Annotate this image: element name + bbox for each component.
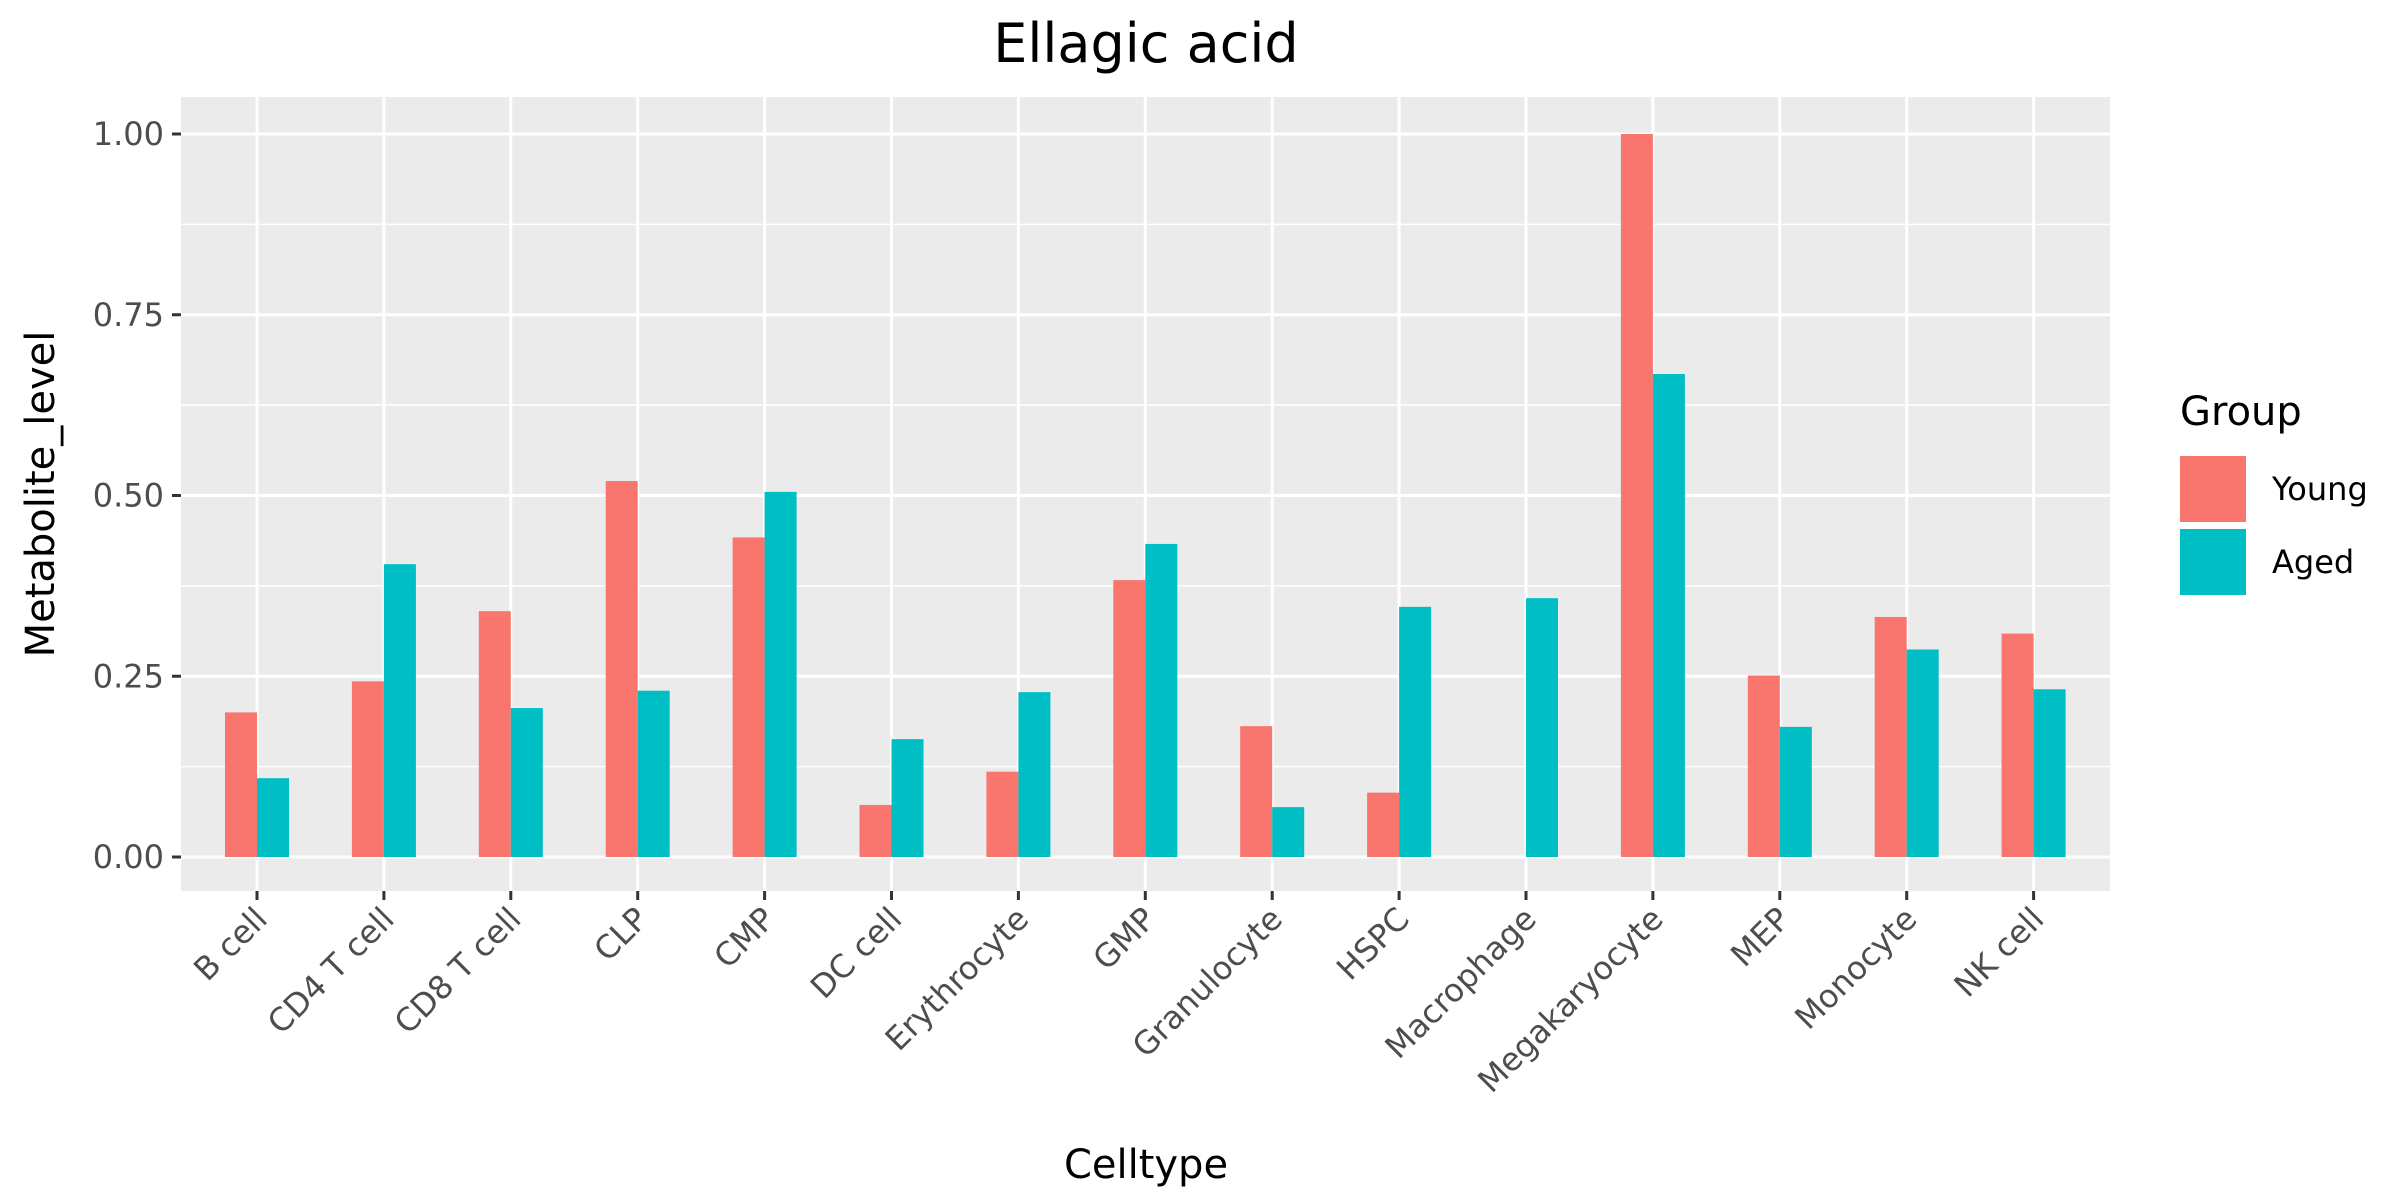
- bar-young: [732, 537, 765, 857]
- bar-young: [859, 804, 892, 857]
- legend-key-young: [2180, 456, 2246, 522]
- x-tick-label: MEP: [1723, 900, 1797, 974]
- legend-title: Group: [2180, 389, 2302, 435]
- bar-aged: [510, 708, 543, 857]
- y-tick-label: 0.50: [93, 477, 164, 515]
- x-tick-label: HSPC: [1329, 900, 1417, 988]
- bar-aged: [1399, 606, 1432, 857]
- bar-aged: [1272, 807, 1305, 857]
- x-tick-label: Monocyte: [1787, 900, 1924, 1037]
- bar-young: [1620, 134, 1653, 857]
- bar-young: [1747, 675, 1780, 857]
- chart-title: Ellagic acid: [993, 12, 1298, 75]
- x-tick-label: GMP: [1085, 900, 1163, 978]
- bar-aged: [1018, 692, 1051, 857]
- bar-aged: [1906, 649, 1939, 857]
- y-tick-label: 0.75: [93, 296, 164, 334]
- bar-young: [2001, 633, 2034, 857]
- x-tick-label: B cell: [186, 900, 275, 989]
- bar-young: [351, 681, 384, 857]
- y-tick-label: 0.00: [93, 838, 164, 876]
- bar-young: [478, 611, 511, 857]
- bar-young: [1113, 580, 1146, 857]
- x-axis-title: Celltype: [1064, 1142, 1228, 1188]
- bar-aged: [2033, 689, 2066, 857]
- bar-aged: [1779, 726, 1812, 857]
- bar-young: [986, 771, 1019, 857]
- y-tick-label: 1.00: [93, 115, 164, 153]
- y-axis-title: Metabolite_level: [18, 331, 64, 658]
- bar-aged: [383, 564, 416, 857]
- bar-young: [1874, 616, 1907, 857]
- bars: [225, 134, 2066, 857]
- y-axis: 0.00 0.25 0.50 0.75 1.00: [93, 115, 181, 876]
- bar-young: [225, 712, 257, 857]
- bar-aged: [1652, 374, 1685, 857]
- x-tick-label: DC cell: [803, 900, 909, 1006]
- bar-young: [1240, 726, 1273, 857]
- x-tick-label: CD8 T cell: [387, 900, 529, 1042]
- legend-label-aged: Aged: [2272, 543, 2354, 581]
- bar-aged: [1526, 598, 1558, 857]
- bar-aged: [764, 491, 797, 857]
- bar-young: [605, 481, 638, 857]
- x-tick-label: CMP: [706, 900, 782, 976]
- x-tick-label: CLP: [586, 900, 655, 969]
- legend-key-aged: [2180, 529, 2246, 595]
- bar-aged: [891, 739, 924, 857]
- y-tick-label: 0.25: [93, 657, 164, 695]
- legend: Group Young Aged: [2180, 389, 2368, 595]
- x-tick-label: NK cell: [1946, 900, 2051, 1005]
- bar-aged: [1145, 543, 1178, 857]
- x-tick-label: CD4 T cell: [260, 900, 402, 1042]
- legend-label-young: Young: [2271, 470, 2368, 508]
- bar-aged: [257, 778, 289, 857]
- bar-young: [1367, 792, 1400, 857]
- bar-aged: [637, 690, 670, 857]
